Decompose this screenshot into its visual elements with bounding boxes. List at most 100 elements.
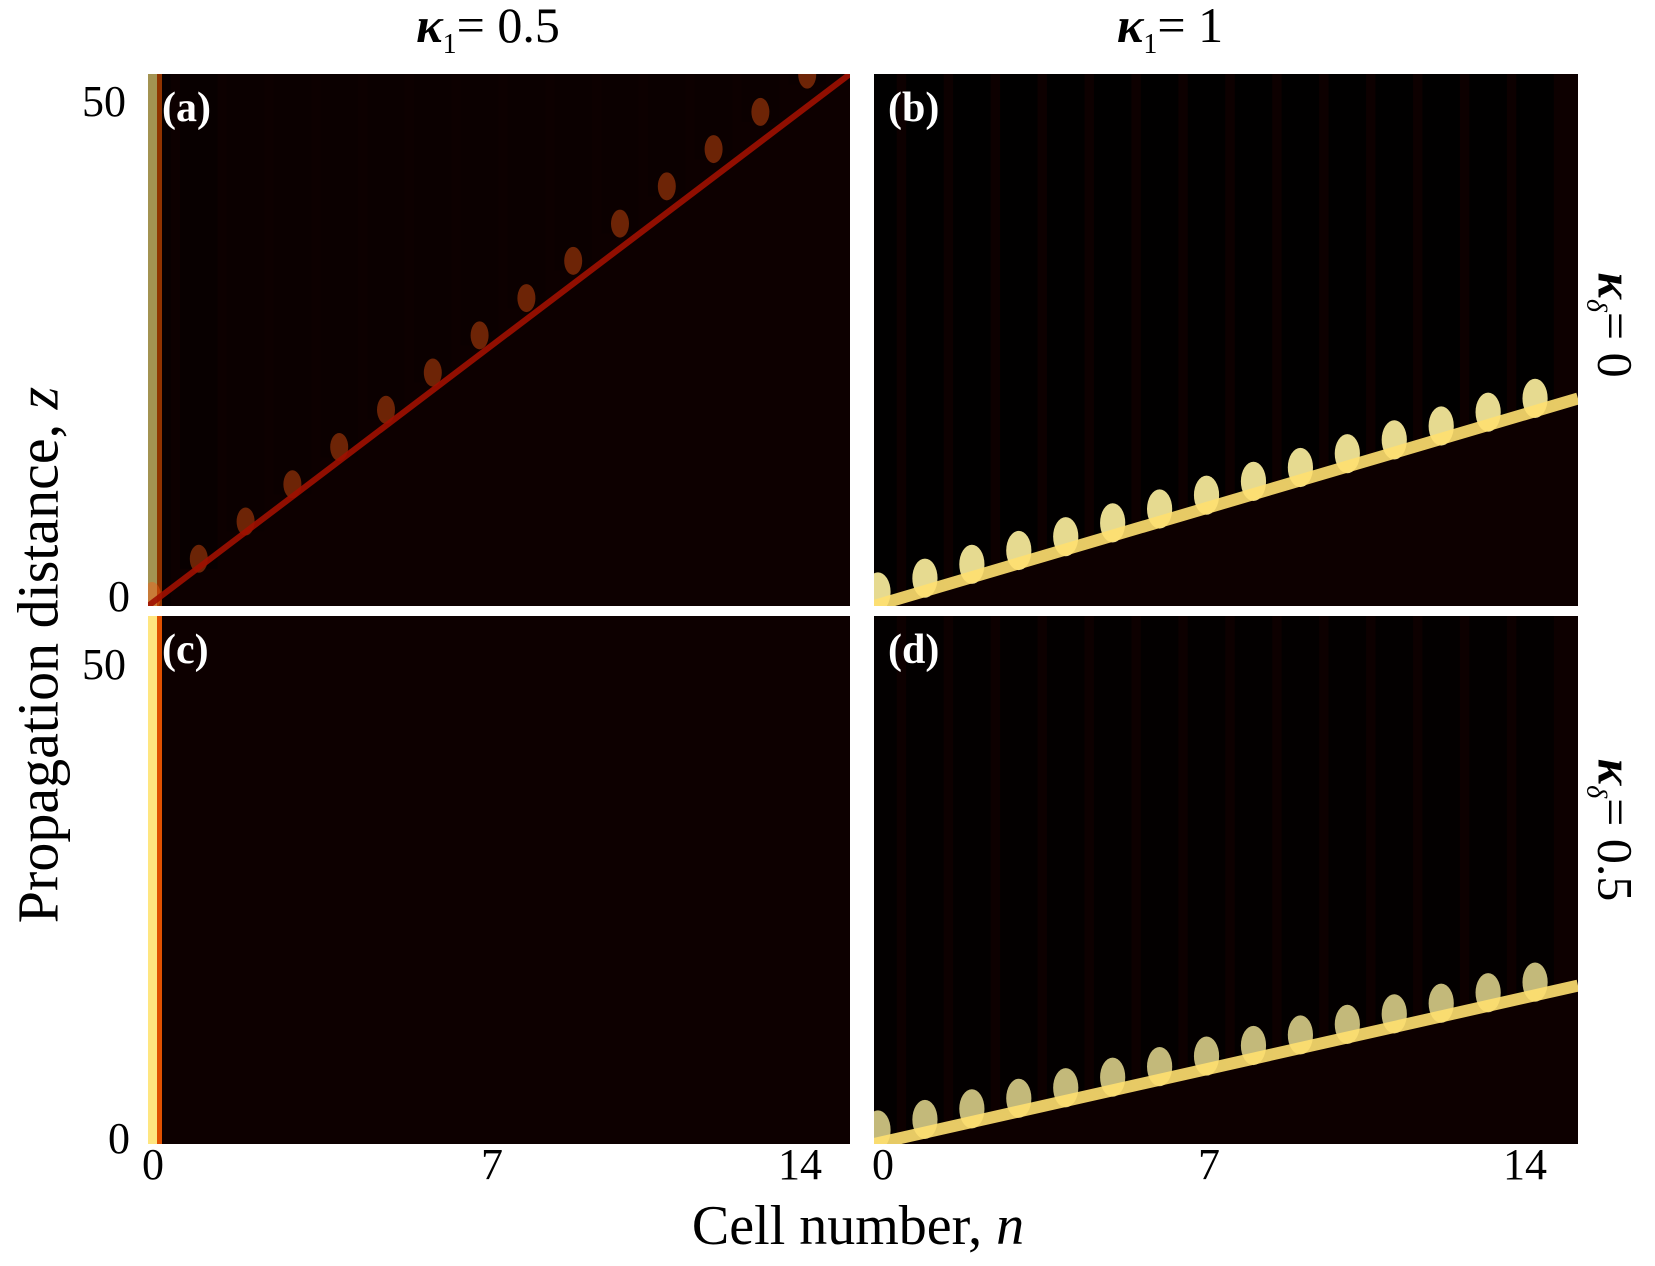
bulk-streak: [180, 74, 218, 569]
heatmap-panel-d: (d): [874, 616, 1578, 1144]
heatmap-background: [874, 616, 1578, 1144]
bulk-streak: [1516, 74, 1554, 413]
x-tick-0-left: 0: [142, 1140, 164, 1189]
edge-state-core: [148, 616, 157, 1144]
row-label-top: κδ= 0: [1580, 272, 1645, 377]
heatmap-b-svg: [874, 74, 1578, 606]
heatmap-panel-b: (b): [874, 74, 1578, 606]
y-axis-label-var: z: [5, 386, 71, 410]
heatmap-background: [874, 74, 1578, 606]
bulk-streak: [1234, 74, 1273, 496]
bulk-streak: [1140, 616, 1179, 1081]
bulk-streak: [953, 74, 991, 579]
bulk-streak: [460, 74, 499, 346]
column-title-right: κ1= 1: [1117, 0, 1223, 61]
wavefront-spot: [611, 209, 629, 238]
bulk-streak: [414, 74, 452, 383]
wavefront-line: [148, 74, 850, 606]
bulk-streak: [1375, 616, 1414, 1028]
wavefront-spot: [517, 284, 536, 313]
wavefront-spot: [564, 246, 583, 275]
panel-label-b: (b): [888, 85, 940, 131]
col-title-symbol: κ: [1116, 0, 1144, 53]
bulk-streak: [1281, 74, 1320, 482]
row-label-symbol: κ: [1587, 272, 1644, 299]
y-tick-50-top: 50: [82, 77, 126, 126]
bulk-streak: [507, 74, 546, 309]
wavefront-spot: [798, 74, 817, 89]
bulk-streak: [1000, 74, 1038, 565]
bulk-streak: [1422, 616, 1460, 1018]
bulk-streak: [226, 74, 265, 532]
heatmap-panel-a: (a): [148, 74, 850, 606]
bulk-streak: [906, 74, 944, 593]
x-tick-0-right: 0: [872, 1140, 894, 1189]
bulk-streak: [906, 616, 944, 1134]
bulk-streak: [1093, 616, 1132, 1092]
col-title-symbol: κ: [416, 0, 443, 53]
panel-label-c: (c): [162, 627, 209, 673]
wavefront-spot: [751, 97, 770, 126]
wavefront-spot: [377, 395, 395, 424]
heatmap-background: [148, 616, 850, 1144]
bulk-streak: [694, 74, 733, 160]
bulk-streak: [1328, 74, 1367, 468]
y-axis-label: Propagation distance, z: [5, 387, 72, 923]
wavefront-line: [874, 392, 1578, 606]
heatmap-c-svg: [148, 616, 850, 1144]
bulk-streak: [648, 74, 686, 197]
panel-label-d: (d): [888, 627, 940, 673]
col-title-eq: = 1: [1157, 0, 1224, 53]
col-title-sub: 1: [1143, 29, 1158, 60]
y-axis-label-text: Propagation distance,: [5, 423, 71, 924]
bulk-streak: [320, 74, 358, 458]
wavefront-spot: [704, 135, 723, 164]
bulk-streak: [367, 74, 405, 420]
bulk-streak: [273, 74, 312, 495]
bulk-streak: [1375, 74, 1414, 454]
bulk-streak: [1516, 616, 1554, 997]
bulk-streak: [741, 74, 780, 122]
x-axis-label-var: n: [996, 1195, 1025, 1257]
x-axis-label: Cell number, n: [692, 1194, 1024, 1258]
row-label-eq: = 0.5: [1587, 798, 1644, 902]
wavefront-spot: [423, 358, 442, 387]
row-label-bottom: κδ= 0.5: [1580, 759, 1645, 902]
bulk-streak: [601, 74, 639, 234]
heatmap-d-svg: [874, 616, 1578, 1144]
bulk-streak: [1046, 616, 1085, 1102]
bulk-streak: [1422, 74, 1460, 441]
bulk-streak: [1469, 74, 1507, 427]
col-title-eq: = 0.5: [456, 0, 560, 53]
bulk-streak: [1000, 616, 1038, 1113]
bulk-streak: [1093, 74, 1132, 537]
bulk-streak: [1046, 74, 1085, 551]
bulk-streak: [874, 74, 897, 606]
x-tick-14-right: 14: [1503, 1140, 1547, 1189]
y-tick-50-bottom: 50: [82, 640, 126, 689]
x-tick-7-right: 7: [1198, 1140, 1220, 1189]
wavefront-spot: [657, 172, 676, 201]
bulk-streak: [1328, 616, 1367, 1039]
bulk-streak: [1140, 74, 1179, 524]
bulk-streak: [148, 74, 171, 606]
wavefront-line: [874, 979, 1578, 1144]
y-tick-0-top: 0: [108, 572, 130, 621]
heatmap-panel-c: (c): [148, 616, 850, 1144]
row-label-sub: δ: [1580, 785, 1612, 799]
bulk-streak: [788, 74, 826, 85]
wavefront-spot: [470, 321, 489, 350]
x-tick-14-left: 14: [778, 1140, 822, 1189]
bulk-streak: [1187, 616, 1226, 1071]
bulk-streak: [1469, 616, 1507, 1007]
heatmap-a-svg: [148, 74, 850, 606]
bulk-streak: [554, 74, 592, 271]
edge-state-glow: [157, 616, 162, 1144]
x-axis-label-text: Cell number,: [691, 1195, 983, 1257]
panel-label-a: (a): [162, 85, 211, 131]
bulk-streak: [1187, 74, 1226, 510]
bulk-streak: [1281, 616, 1320, 1049]
bulk-streak: [953, 616, 991, 1123]
edge-state-core: [148, 74, 157, 606]
y-tick-0-bottom: 0: [108, 1114, 130, 1163]
